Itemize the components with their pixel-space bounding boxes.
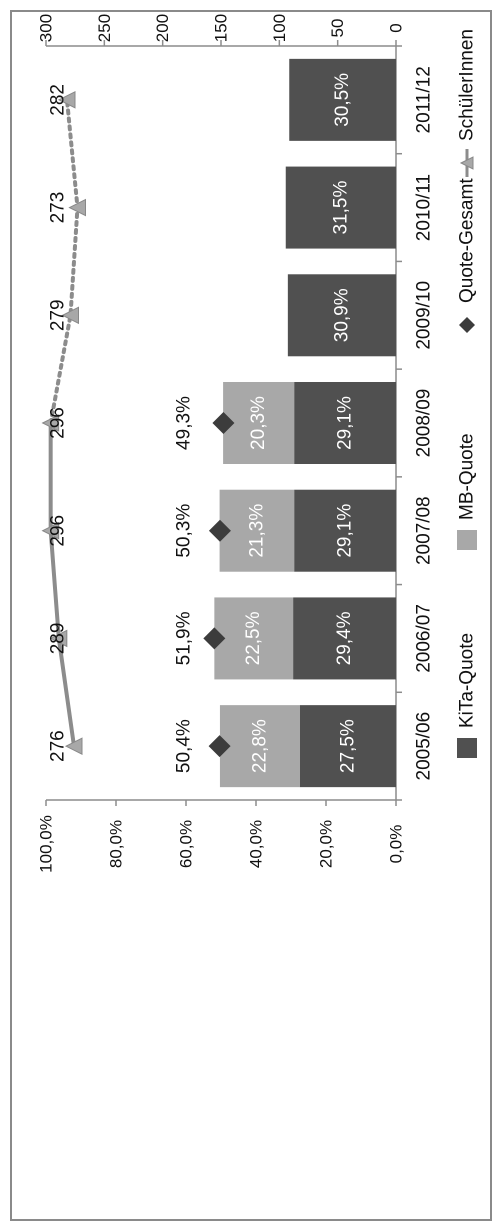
bar-label-kita-quote: 29,4% bbox=[334, 611, 355, 665]
marker-schuelerinnen bbox=[41, 414, 60, 432]
marker-quote-gesamt bbox=[208, 735, 231, 758]
marker-schuelerinnen bbox=[41, 521, 60, 540]
bar-kita-quote bbox=[294, 489, 396, 572]
bar-label-mb-quote: 20,3% bbox=[248, 396, 269, 450]
category-label: 2005/06 bbox=[414, 712, 435, 781]
label-schuelerinnen: 282 bbox=[48, 84, 69, 116]
bar-kita-quote bbox=[289, 58, 396, 141]
bar-kita-quote bbox=[293, 597, 396, 680]
marker-quote-gesamt bbox=[208, 519, 231, 542]
percent-axis-tick-label: 100,0% bbox=[37, 815, 56, 873]
count-axis-tick-label: 50 bbox=[328, 19, 347, 38]
count-axis-tick-label: 100 bbox=[270, 14, 289, 42]
percent-axis-tick-label: 60,0% bbox=[177, 820, 196, 868]
bar-label-mb-quote: 22,8% bbox=[249, 719, 270, 773]
bar-mb-quote bbox=[223, 382, 295, 464]
line-schuelerinnen-dotted bbox=[48, 97, 80, 425]
label-quote-gesamt: 50,4% bbox=[174, 719, 195, 773]
count-axis-tick-label: 150 bbox=[212, 14, 231, 42]
bar-label-kita-quote: 30,9% bbox=[331, 288, 352, 342]
percent-axis-tick-label: 80,0% bbox=[107, 820, 126, 868]
legend-label: MB-Quote bbox=[457, 433, 478, 520]
percent-axis-tick-label: 20,0% bbox=[317, 820, 336, 868]
category-label: 2006/07 bbox=[414, 604, 435, 673]
label-schuelerinnen: 296 bbox=[48, 407, 69, 439]
label-quote-gesamt: 49,3% bbox=[174, 396, 195, 450]
line-schuelerinnen-solid bbox=[48, 423, 76, 747]
label-quote-gesamt: 50,3% bbox=[174, 504, 195, 558]
bar-label-kita-quote: 30,5% bbox=[332, 73, 353, 127]
marker-schuelerinnen bbox=[68, 198, 86, 217]
bar-label-mb-quote: 21,3% bbox=[246, 504, 267, 558]
bar-kita-quote bbox=[294, 382, 396, 464]
count-axis-tick-label: 300 bbox=[37, 14, 56, 42]
marker-schuelerinnen bbox=[49, 629, 68, 648]
label-schuelerinnen: 289 bbox=[48, 623, 69, 655]
category-label: 2007/08 bbox=[414, 496, 435, 565]
marker-schuelerinnen bbox=[64, 737, 83, 755]
bar-kita-quote bbox=[285, 166, 396, 249]
category-label: 2011/12 bbox=[414, 66, 435, 133]
bar-label-kita-quote: 31,5% bbox=[330, 181, 351, 235]
label-quote-gesamt: 51,9% bbox=[174, 611, 195, 665]
category-label: 2008/09 bbox=[414, 389, 435, 458]
marker-quote-gesamt bbox=[212, 412, 235, 434]
label-schuelerinnen: 276 bbox=[48, 730, 69, 762]
bar-label-mb-quote: 22,5% bbox=[243, 611, 264, 665]
label-schuelerinnen: 296 bbox=[48, 515, 69, 547]
count-axis-tick-label: 200 bbox=[153, 14, 172, 42]
category-label: 2010/11 bbox=[414, 174, 435, 241]
marker-schuelerinnen bbox=[61, 306, 79, 325]
bar-mb-quote bbox=[214, 597, 294, 680]
legend-swatch bbox=[459, 156, 474, 170]
label-schuelerinnen: 273 bbox=[48, 192, 69, 224]
percent-axis-tick-label: 0,0% bbox=[387, 825, 406, 864]
bar-kita-quote bbox=[287, 274, 396, 357]
legend-label: KiTa-Quote bbox=[457, 633, 478, 728]
legend-swatch bbox=[457, 738, 477, 758]
legend-swatch bbox=[459, 317, 475, 333]
bar-label-kita-quote: 27,5% bbox=[337, 719, 358, 773]
legend-swatch bbox=[457, 530, 477, 550]
bar-mb-quote bbox=[219, 489, 295, 572]
bar-kita-quote bbox=[299, 705, 396, 788]
legend-label: SchülerInnen bbox=[457, 29, 478, 141]
bar-label-kita-quote: 29,1% bbox=[335, 504, 356, 558]
bar-label-kita-quote: 29,1% bbox=[335, 396, 356, 450]
count-axis-tick-label: 0 bbox=[387, 23, 406, 32]
percent-axis-tick-label: 40,0% bbox=[247, 820, 266, 868]
category-label: 2009/10 bbox=[414, 281, 435, 350]
label-schuelerinnen: 279 bbox=[48, 299, 69, 331]
marker-quote-gesamt bbox=[203, 627, 226, 650]
bar-mb-quote bbox=[219, 705, 300, 788]
marker-schuelerinnen bbox=[57, 91, 76, 109]
count-axis-tick-label: 250 bbox=[95, 14, 114, 42]
legend-label: Quote-Gesamt bbox=[457, 178, 478, 303]
